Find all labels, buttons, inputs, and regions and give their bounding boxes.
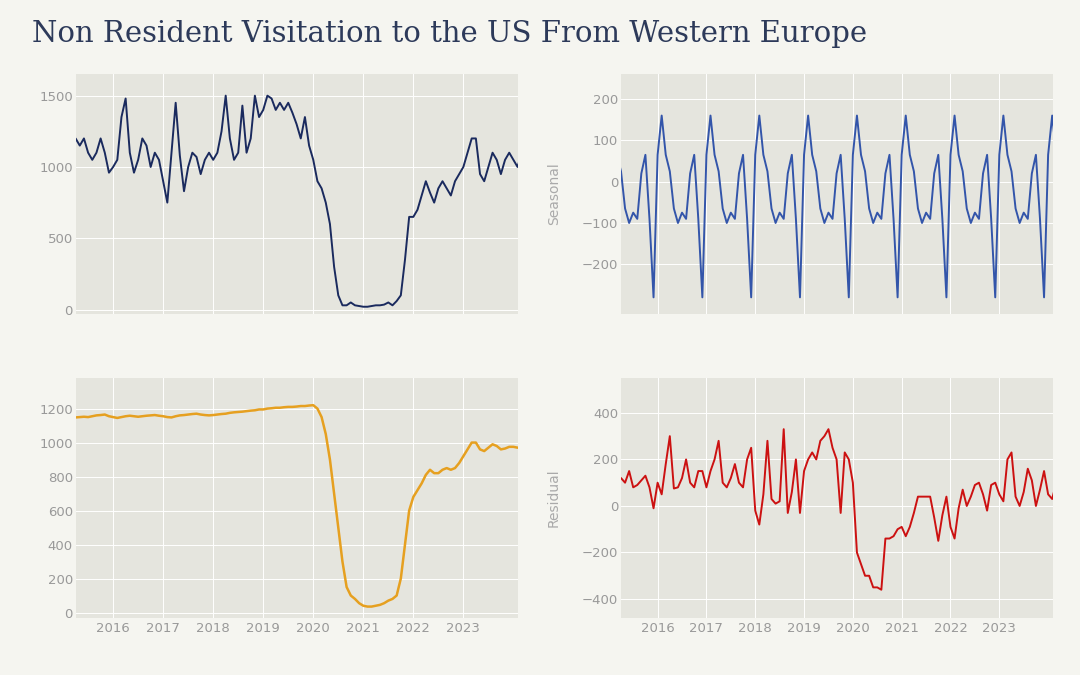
Text: Non Resident Visitation to the US From Western Europe: Non Resident Visitation to the US From W… <box>32 20 867 48</box>
Text: Residual: Residual <box>548 468 561 527</box>
Text: Seasonal: Seasonal <box>548 163 561 225</box>
